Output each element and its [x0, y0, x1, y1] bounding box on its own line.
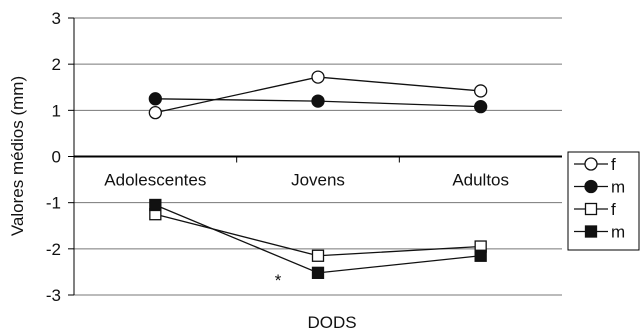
- data-point: [311, 266, 325, 279]
- legend-box: [567, 151, 640, 251]
- legend-label: m: [611, 223, 625, 242]
- y-tick-label: 3: [52, 9, 61, 28]
- significance-marker: *: [275, 271, 282, 290]
- series: [148, 70, 488, 279]
- data-point: [149, 198, 162, 212]
- data-point: [311, 249, 325, 262]
- data-point: [148, 105, 162, 120]
- annotations: *: [275, 271, 282, 290]
- y-tick-label: -3: [46, 286, 61, 305]
- category-labels: Adolescentes Jovens Adultos: [104, 171, 509, 190]
- data-point: [584, 179, 598, 194]
- data-point: [474, 249, 487, 262]
- y-axis-label: Valores médios (mm): [8, 76, 27, 236]
- data-point: [474, 99, 488, 114]
- axes: [68, 17, 562, 296]
- y-tick-label: 0: [52, 148, 61, 167]
- data-point: [311, 70, 325, 84]
- data-point: [474, 84, 488, 98]
- y-tick-label: 1: [52, 101, 61, 120]
- series-line: [155, 204, 481, 274]
- legend-entry: f: [574, 155, 616, 174]
- data-point: [584, 157, 598, 171]
- category-label: Adultos: [452, 171, 509, 190]
- legend-label: m: [611, 178, 625, 197]
- series-3: [149, 198, 487, 279]
- legend-label: f: [611, 155, 616, 174]
- category-label: Adolescentes: [104, 171, 206, 190]
- data-point: [584, 225, 598, 238]
- data-point: [311, 94, 325, 108]
- y-tick-label: 2: [52, 55, 61, 74]
- legend-entry: m: [574, 178, 625, 197]
- y-tick-label: -1: [46, 194, 61, 213]
- series-line: [155, 213, 481, 257]
- series-1: [148, 92, 488, 114]
- x-axis-label: DODS: [307, 313, 356, 332]
- legend-label: f: [611, 200, 616, 219]
- data-point: [148, 92, 162, 106]
- legend-entry: f: [574, 200, 616, 219]
- y-tick-labels: 3 2 1 0 -1 -2 -3: [46, 9, 61, 305]
- data-point: [584, 202, 598, 216]
- series-0: [148, 70, 488, 120]
- y-tick-label: -2: [46, 240, 61, 259]
- legend-entry: m: [574, 223, 625, 242]
- series-2: [149, 208, 487, 262]
- category-label: Jovens: [291, 171, 345, 190]
